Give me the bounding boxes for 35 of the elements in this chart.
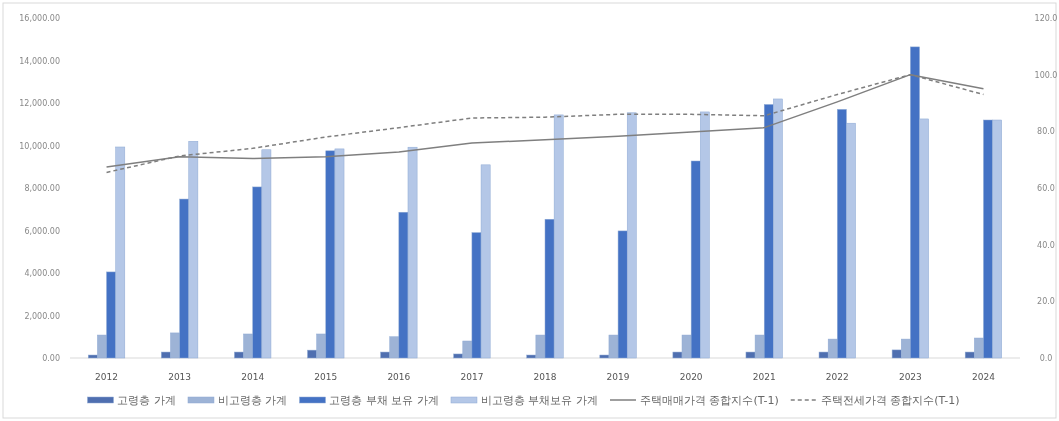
x-tick-label: 2024 [972, 372, 996, 382]
x-tick-label: 2019 [606, 372, 630, 382]
x-tick-label: 2020 [679, 372, 703, 382]
y2-tick-label: 0.0 [1039, 354, 1053, 363]
x-tick-label: 2016 [387, 372, 411, 382]
y2-tick-label: 60.0 [1037, 184, 1055, 193]
legend-label: 비고령층 가계 [217, 394, 288, 407]
x-tick-label: 2015 [314, 372, 338, 382]
legend-label: 비고령층 부채보유 가계 [480, 394, 598, 407]
x-tick-label: 2014 [241, 372, 265, 382]
y2-tick-label: 20.0 [1037, 297, 1055, 307]
y-tick-label: 8,000.00 [24, 184, 60, 193]
y-tick-label: 14,000.00 [19, 56, 60, 66]
y2-tick-label: 100.0 [1034, 70, 1058, 80]
y-tick-label: 0.00 [42, 354, 60, 363]
legend-label: 주택전세가격 종합지수(T-1) [820, 394, 960, 407]
y2-tick-label: 80.0 [1037, 127, 1055, 137]
x-tick-label: 2023 [898, 372, 922, 382]
y-tick-label: 12,000.00 [19, 99, 60, 108]
x-tick-label: 2012 [95, 372, 118, 382]
y-tick-label: 6,000.00 [24, 226, 60, 236]
y-tick-label: 4,000.00 [24, 269, 60, 278]
x-tick-label: 2018 [533, 372, 557, 382]
x-tick-label: 2021 [752, 372, 776, 382]
y-tick-label: 2,000.00 [24, 311, 60, 321]
y2-tick-label: 40.0 [1037, 240, 1055, 250]
x-tick-label: 2013 [168, 372, 192, 382]
y-tick-label: 16,000.00 [19, 14, 60, 23]
y-tick-label: 10,000.00 [19, 141, 60, 151]
legend-label: 고령층 부채 보유 가계 [329, 394, 439, 407]
x-tick-label: 2017 [460, 372, 484, 382]
y2-tick-label: 120.0 [1034, 14, 1058, 23]
legend-label: 고령층 가계 [117, 394, 176, 407]
legend-label: 주택매매가격 종합지수(T-1) [639, 394, 779, 407]
x-tick-label: 2022 [825, 372, 849, 382]
